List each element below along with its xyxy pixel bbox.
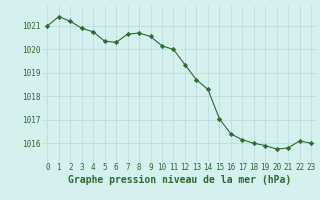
X-axis label: Graphe pression niveau de la mer (hPa): Graphe pression niveau de la mer (hPa) <box>68 175 291 185</box>
